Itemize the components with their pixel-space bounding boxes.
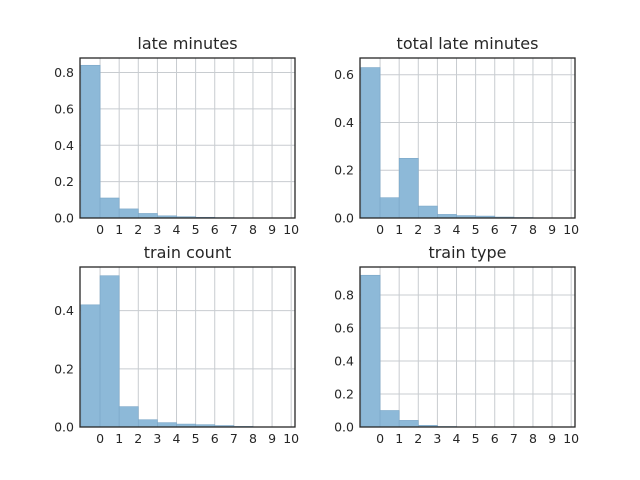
x-tick-label: 5: [472, 431, 480, 446]
x-tick-label: 0: [376, 222, 384, 237]
x-tick-label: 8: [249, 431, 257, 446]
y-tick-label: 0.2: [334, 163, 354, 178]
x-tick-label: 9: [268, 222, 276, 237]
bar: [80, 64, 101, 219]
x-tick-label: 5: [192, 222, 200, 237]
x-tick-label: 0: [96, 431, 104, 446]
x-tick-label: 3: [433, 431, 441, 446]
x-tick-label: 3: [433, 222, 441, 237]
bar: [398, 420, 419, 428]
x-tick-label: 9: [268, 431, 276, 446]
x-tick-label: 5: [192, 431, 200, 446]
x-tick-label: 8: [529, 222, 537, 237]
bar: [398, 157, 419, 219]
bar: [137, 419, 158, 428]
x-tick-label: 10: [563, 431, 579, 446]
x-tick-label: 8: [529, 431, 537, 446]
x-tick-label: 8: [249, 222, 257, 237]
y-tick-label: 0.4: [334, 354, 354, 369]
y-tick-label: 0.8: [334, 288, 354, 303]
chart-title: total late minutes: [397, 34, 539, 53]
x-tick-label: 1: [115, 431, 123, 446]
chart-title: late minutes: [137, 34, 237, 53]
subplot-4: train type 0 1 2 3 4 5 6 7 8 9 10 0.0 0.2 0.4 0.6 0.8: [334, 243, 579, 446]
y-tick-label: 0.2: [54, 361, 74, 376]
bar: [157, 422, 177, 428]
bar: [360, 274, 381, 428]
y-tick-label: 0.0: [334, 420, 354, 435]
x-tick-label: 2: [414, 222, 422, 237]
x-tick-label: 0: [376, 431, 384, 446]
bar: [360, 67, 381, 219]
bar: [80, 304, 101, 428]
x-tick-label: 3: [153, 222, 161, 237]
y-tick-label: 0.0: [54, 420, 74, 435]
x-tick-label: 4: [173, 222, 181, 237]
plot-frame: [359, 266, 576, 428]
x-tick-label: 4: [173, 431, 181, 446]
x-tick-label: 1: [395, 431, 403, 446]
x-tick-label: 2: [414, 431, 422, 446]
x-tick-label: 10: [563, 222, 579, 237]
bar: [99, 275, 120, 428]
chart-title: train type: [428, 243, 506, 262]
y-tick-label: 0.0: [54, 211, 74, 226]
y-tick-label: 0.0: [334, 211, 354, 226]
subplot-2: total late minutes 0 1 2 3 4 5 6 7 8 9 10 0.0 0.2 0.4 0…: [334, 34, 579, 237]
x-tick-label: 6: [491, 431, 499, 446]
x-tick-label: 4: [453, 431, 461, 446]
x-tick-label: 2: [134, 431, 142, 446]
x-tick-label: 10: [283, 222, 299, 237]
x-tick-label: 3: [153, 431, 161, 446]
x-tick-label: 9: [548, 431, 556, 446]
chart-title: train count: [144, 243, 231, 262]
x-tick-label: 1: [395, 222, 403, 237]
x-tick-label: 6: [211, 431, 219, 446]
bar: [118, 208, 139, 219]
subplot-1: late minutes 0 1 2 3 4 5 6 7 8 9 10 0.0 0.2 0.4 0.6 0.8: [54, 34, 299, 237]
x-tick-label: 7: [510, 431, 518, 446]
x-tick-label: 0: [96, 222, 104, 237]
bar: [417, 205, 438, 219]
plot-frame: [79, 57, 296, 219]
y-tick-label: 0.6: [54, 101, 74, 116]
plot-frame: [79, 266, 296, 428]
y-tick-label: 0.4: [54, 138, 74, 153]
x-tick-label: 6: [211, 222, 219, 237]
bar: [379, 410, 400, 428]
x-tick-label: 6: [491, 222, 499, 237]
x-tick-label: 7: [510, 222, 518, 237]
x-tick-label: 9: [548, 222, 556, 237]
x-tick-label: 2: [134, 222, 142, 237]
y-tick-label: 0.6: [334, 321, 354, 336]
y-tick-label: 0.4: [54, 303, 74, 318]
plot-frame: [359, 57, 576, 219]
y-tick-label: 0.2: [54, 174, 74, 189]
x-tick-label: 7: [230, 222, 238, 237]
x-tick-label: 10: [283, 431, 299, 446]
bar: [99, 197, 120, 219]
bar: [379, 197, 400, 219]
x-tick-label: 1: [115, 222, 123, 237]
x-tick-label: 7: [230, 431, 238, 446]
y-tick-label: 0.2: [334, 387, 354, 402]
y-tick-label: 0.4: [334, 115, 354, 130]
subplot-3: train count 0 1 2 3 4 5 6 7 8 9 10 0.0 0.2 0.4: [54, 243, 299, 446]
bar: [118, 406, 139, 428]
bar: [137, 213, 158, 219]
y-tick-label: 0.8: [54, 65, 74, 80]
x-tick-label: 5: [472, 222, 480, 237]
x-tick-label: 4: [453, 222, 461, 237]
y-tick-label: 0.6: [334, 67, 354, 82]
